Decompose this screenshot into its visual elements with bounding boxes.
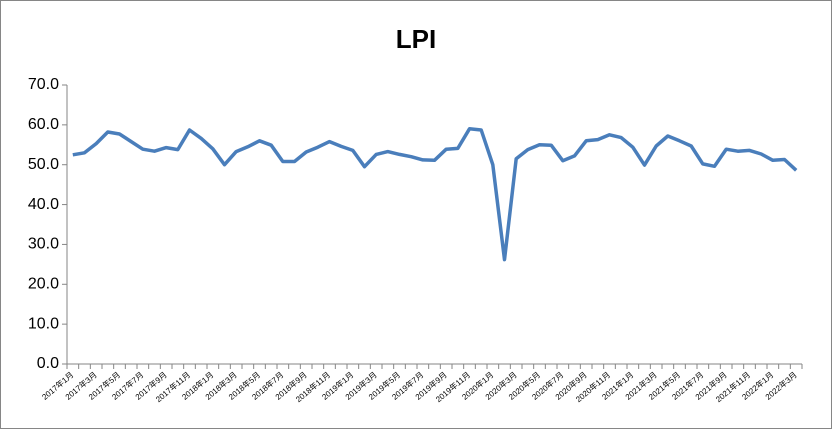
y-tick-label: 10.0 — [28, 315, 59, 332]
y-tick-label: 20.0 — [28, 276, 59, 293]
y-tick-label: 0.0 — [37, 355, 59, 372]
y-tick-label: 50.0 — [28, 156, 59, 173]
data-line — [72, 127, 798, 262]
y-tick-label: 40.0 — [28, 196, 59, 213]
chart-title: LPI — [396, 24, 436, 54]
y-tick-label: 70.0 — [28, 76, 59, 93]
y-tick-label: 30.0 — [28, 236, 59, 253]
y-tick-label: 60.0 — [28, 116, 59, 133]
